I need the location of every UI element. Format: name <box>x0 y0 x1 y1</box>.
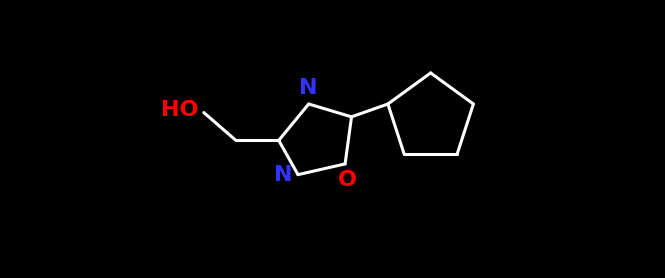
Text: O: O <box>338 170 356 190</box>
Text: N: N <box>275 165 293 185</box>
Text: N: N <box>299 78 318 98</box>
Text: HO: HO <box>161 100 199 120</box>
